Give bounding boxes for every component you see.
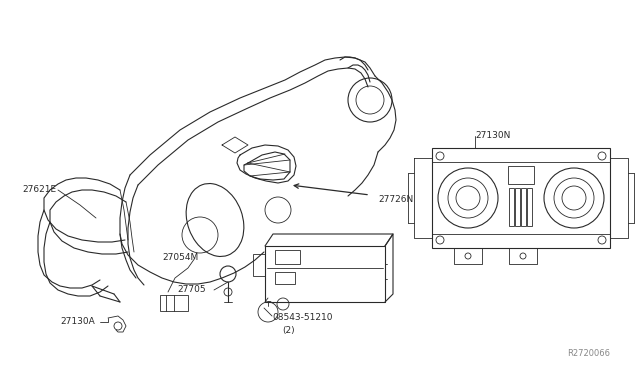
- Bar: [527, 188, 532, 226]
- Text: R2720066: R2720066: [567, 349, 610, 358]
- Bar: [275, 272, 295, 284]
- Text: 08543-51210: 08543-51210: [272, 314, 333, 323]
- Text: 27130A: 27130A: [60, 317, 95, 327]
- Bar: [509, 188, 514, 226]
- Text: 27705: 27705: [177, 285, 205, 295]
- Bar: [515, 188, 520, 226]
- Text: 27054M: 27054M: [162, 253, 198, 263]
- Text: 27726N: 27726N: [378, 196, 413, 205]
- Bar: [521, 188, 526, 226]
- Bar: [508, 166, 534, 184]
- Bar: [160, 295, 188, 311]
- Bar: [253, 254, 265, 276]
- Text: 27621E: 27621E: [22, 186, 56, 195]
- Text: 27130N: 27130N: [475, 131, 510, 141]
- Bar: [432, 148, 610, 248]
- Bar: [275, 250, 300, 264]
- Text: (2): (2): [282, 326, 294, 334]
